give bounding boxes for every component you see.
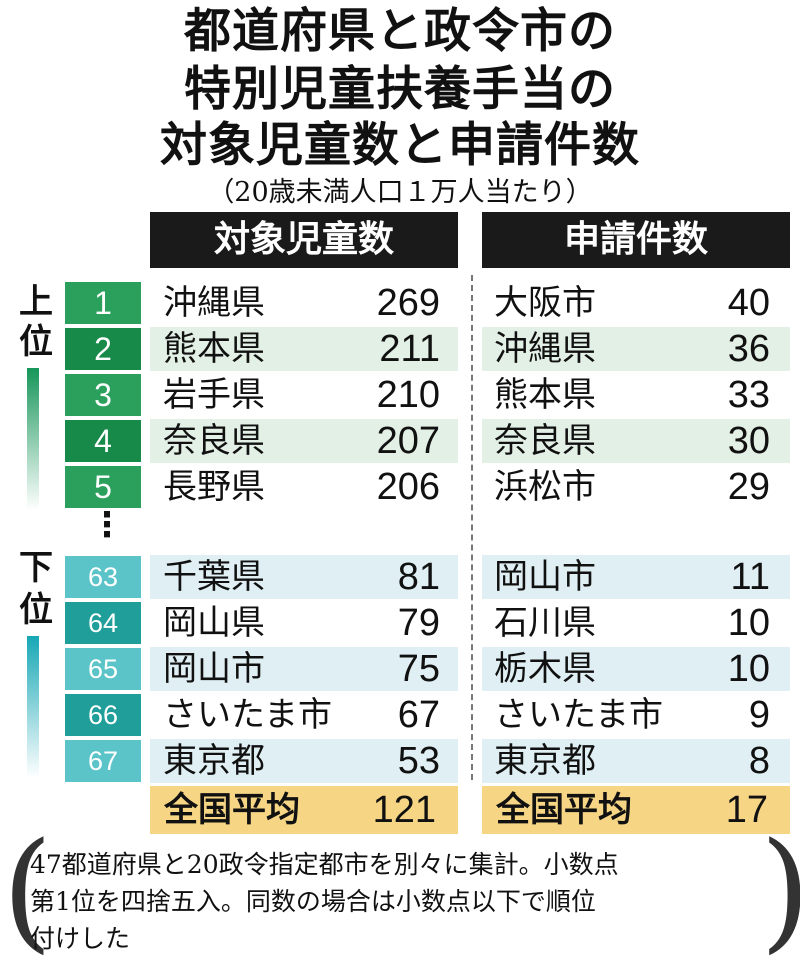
rank-badge: 3 <box>65 374 141 416</box>
footnote-line-1: 47都道府県と20政令指定都市を別々に集計。小数点 <box>30 850 619 879</box>
average-value-applications: 17 <box>725 789 768 831</box>
lower-label-2: 位 <box>19 590 53 630</box>
average-label: 全国平均 <box>164 790 300 830</box>
applications-count-value: 30 <box>727 420 770 462</box>
children-area-name: 岡山県 <box>163 603 265 643</box>
row-band-applications <box>482 419 790 463</box>
children-count-value: 79 <box>397 602 440 644</box>
upper-label-1: 上 <box>19 282 53 322</box>
applications-area-name: 奈良県 <box>494 421 596 461</box>
row-band-children <box>150 419 458 463</box>
rank-badge: 64 <box>65 602 141 644</box>
lower-gradient-bar <box>27 636 39 778</box>
applications-count-value: 36 <box>727 328 770 370</box>
row-band-children <box>150 739 458 783</box>
children-area-name: 岩手県 <box>163 375 265 415</box>
title-line-2: 特別児童扶養手当の <box>184 62 616 117</box>
children-count-value: 81 <box>397 556 440 598</box>
row-band-applications <box>482 739 790 783</box>
row-band-applications <box>482 647 790 691</box>
row-band-applications <box>482 555 790 599</box>
children-count-value: 53 <box>397 740 440 782</box>
row-band-children <box>150 555 458 599</box>
applications-area-name: 沖縄県 <box>494 329 596 369</box>
subtitle: （20歳未満人口１万人当たり） <box>207 177 593 208</box>
applications-count-value: 40 <box>727 282 770 324</box>
applications-area-name: 浜松市 <box>494 467 596 507</box>
children-area-name: 熊本県 <box>163 329 265 369</box>
rank-badge: 1 <box>65 282 141 324</box>
note-open-paren: ( <box>2 814 53 966</box>
children-count-value: 207 <box>376 420 440 462</box>
column-divider <box>471 275 473 780</box>
children-count-value: 206 <box>376 466 440 508</box>
children-area-name: 奈良県 <box>163 421 265 461</box>
children-area-name: 千葉県 <box>163 557 265 597</box>
title-line-1: 都道府県と政令市の <box>184 4 616 59</box>
rank-badge: 63 <box>65 556 141 598</box>
rank-badge: 66 <box>65 694 141 736</box>
applications-area-name: 東京都 <box>494 741 596 781</box>
rank-badge: 4 <box>65 420 141 462</box>
children-count-value: 210 <box>376 374 440 416</box>
rank-badge: 65 <box>65 648 141 690</box>
average-label: 全国平均 <box>496 790 632 830</box>
average-row-children: 全国平均 121 <box>150 786 458 834</box>
ellipsis: ⋮ <box>90 505 124 545</box>
children-count-value: 269 <box>376 282 440 324</box>
applications-area-name: さいたま市 <box>494 695 663 735</box>
children-count-value: 67 <box>397 694 440 736</box>
upper-label-2: 位 <box>19 322 53 362</box>
applications-area-name: 岡山市 <box>494 557 596 597</box>
upper-gradient-bar <box>27 368 39 510</box>
applications-count-value: 8 <box>748 740 770 782</box>
applications-count-value: 10 <box>727 648 770 690</box>
applications-count-value: 29 <box>727 466 770 508</box>
children-area-name: さいたま市 <box>163 695 332 735</box>
lower-label-1: 下 <box>19 548 53 588</box>
average-value-children: 121 <box>372 789 436 831</box>
note-close-paren: ) <box>760 820 800 960</box>
footnote-line-3: 付けした <box>30 924 131 953</box>
column-header-children: 対象児童数 <box>150 212 458 268</box>
footnote-line-2: 第1位を四捨五入。同数の場合は小数点以下で順位 <box>30 887 596 916</box>
applications-count-value: 33 <box>727 374 770 416</box>
rank-badge: 5 <box>65 466 141 508</box>
applications-area-name: 熊本県 <box>494 375 596 415</box>
row-band-applications <box>482 327 790 371</box>
children-count-value: 75 <box>397 648 440 690</box>
footnote: 47都道府県と20政令指定都市を別々に集計。小数点 第1位を四捨五入。同数の場合… <box>30 846 775 957</box>
title-line-3: 対象児童数と申請件数 <box>160 118 640 173</box>
column-header-applications: 申請件数 <box>482 212 790 268</box>
rank-badge: 2 <box>65 328 141 370</box>
children-area-name: 岡山市 <box>163 649 265 689</box>
applications-area-name: 栃木県 <box>494 649 596 689</box>
applications-count-value: 10 <box>727 602 770 644</box>
applications-count-value: 11 <box>730 556 770 598</box>
children-count-value: 211 <box>379 328 440 370</box>
children-area-name: 長野県 <box>163 467 265 507</box>
row-band-children <box>150 647 458 691</box>
average-row-applications: 全国平均 17 <box>482 786 790 834</box>
children-area-name: 沖縄県 <box>163 283 265 323</box>
row-band-children <box>150 327 458 371</box>
children-area-name: 東京都 <box>163 741 265 781</box>
rank-badge: 67 <box>65 740 141 782</box>
applications-area-name: 大阪市 <box>494 283 596 323</box>
applications-count-value: 9 <box>748 694 770 736</box>
applications-area-name: 石川県 <box>494 603 596 643</box>
